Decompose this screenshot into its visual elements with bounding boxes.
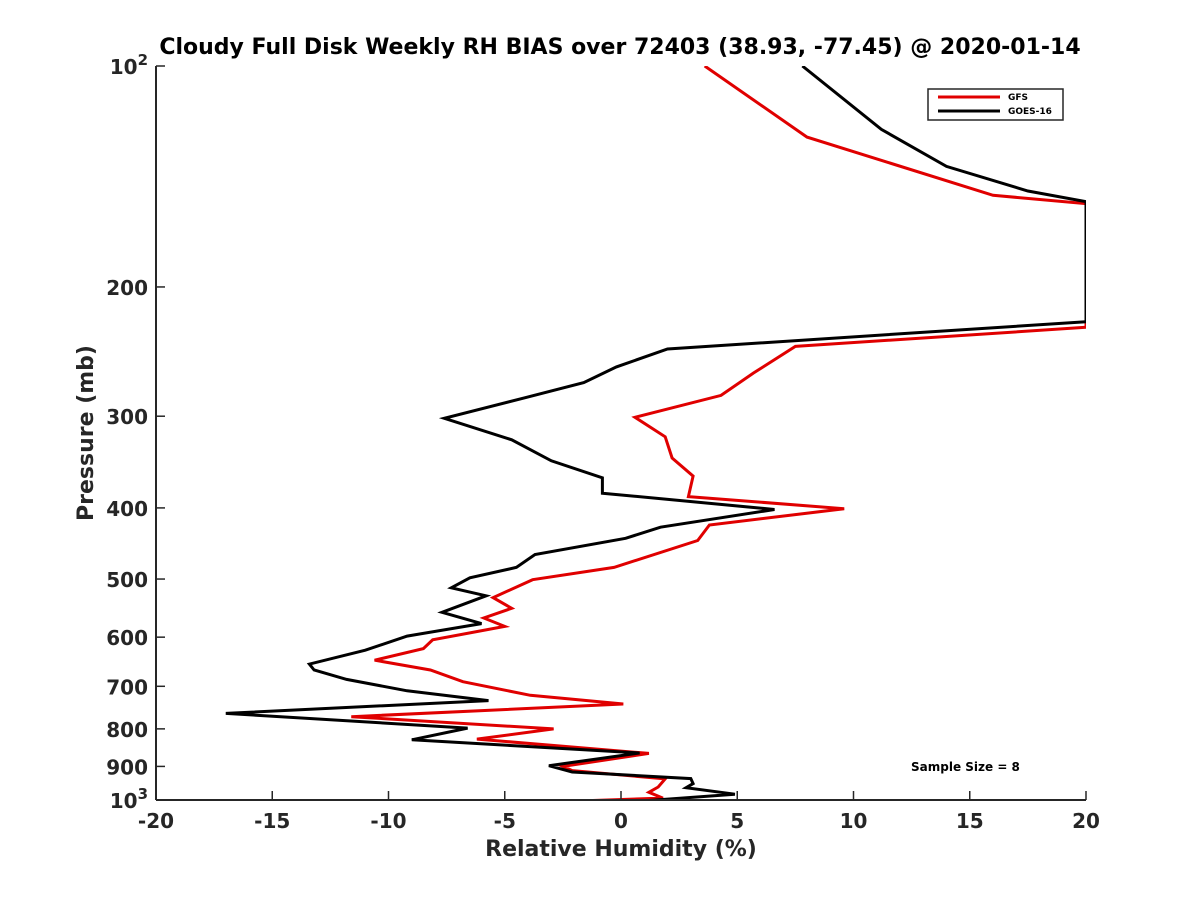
x-axis-label: Relative Humidity (%)	[485, 837, 757, 862]
series-line-goes16	[225, 66, 1086, 800]
legend-label-goes16: GOES-16	[1008, 107, 1052, 117]
y-tick-label: 800	[106, 718, 148, 742]
y-tick-label: 700	[106, 675, 148, 699]
chart-title: Cloudy Full Disk Weekly RH BIAS over 724…	[159, 35, 1080, 60]
series-line-gfs	[351, 66, 1086, 800]
legend: GFS GOES-16	[927, 88, 1064, 121]
y-tick-label: 200	[106, 276, 148, 300]
legend-box	[927, 88, 1064, 121]
y-tick-label: 400	[106, 497, 148, 521]
x-tick-label: 5	[730, 809, 744, 833]
y-axis-label: Pressure (mb)	[74, 345, 99, 521]
x-tick-label: 20	[1072, 809, 1100, 833]
sample-size-annotation: Sample Size = 8	[911, 760, 1020, 774]
y-tick-label: 900	[106, 755, 148, 779]
x-tick-label: 0	[614, 809, 628, 833]
y-tick-label: 300	[106, 405, 148, 429]
x-tick-label: -5	[494, 809, 516, 833]
x-tick-label: 10	[840, 809, 868, 833]
y-tick-label: 103	[110, 785, 148, 813]
y-tick-label: 600	[106, 626, 148, 650]
x-tick-label: -10	[370, 809, 406, 833]
legend-label-gfs: GFS	[1008, 93, 1028, 103]
y-tick-label: 500	[106, 568, 148, 592]
x-tick-label: -20	[138, 809, 174, 833]
x-tick-label: -15	[254, 809, 290, 833]
y-tick-label: 102	[110, 51, 148, 79]
x-tick-label: 15	[956, 809, 984, 833]
